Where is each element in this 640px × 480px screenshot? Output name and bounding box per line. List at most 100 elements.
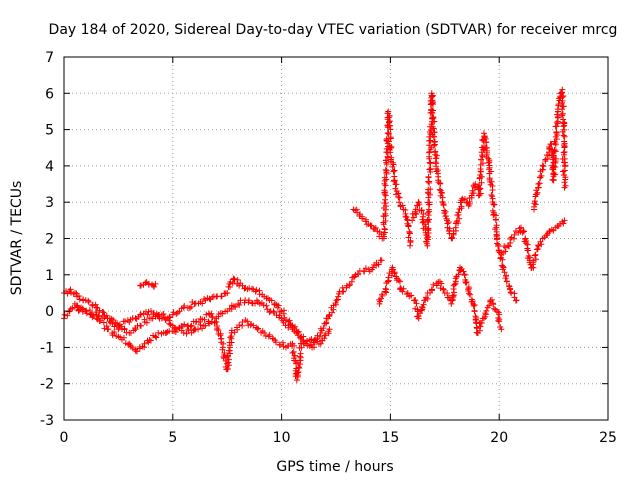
data-point [294,329,301,336]
data-point [455,271,462,278]
data-point [429,97,436,104]
data-point [554,114,561,121]
data-point [424,209,431,216]
data-point [448,300,455,307]
data-point [320,325,327,332]
data-point [405,234,412,241]
chart-title: Day 184 of 2020, Sidereal Day-to-day VTE… [49,22,618,38]
data-point [524,247,531,254]
data-point [429,101,436,108]
data-point [132,315,139,322]
data-point [460,268,467,275]
data-point [85,298,92,305]
data-point [311,337,318,344]
data-point [100,319,107,326]
data-point [449,292,456,299]
data-point [255,325,262,332]
data-point [406,242,413,249]
data-point [505,282,512,289]
data-point [536,180,543,187]
data-point [496,318,503,325]
data-point [145,308,152,315]
data-point [429,118,436,125]
data-point [471,308,478,315]
x-tick-label: 5 [168,430,177,446]
data-point [425,233,432,240]
data-point [390,168,397,175]
data-point [219,346,226,353]
data-point [549,165,556,172]
data-point [293,377,300,384]
data-point [176,308,183,315]
data-point [89,302,96,309]
data-point [297,334,304,341]
data-point [225,356,232,363]
data-point [316,333,323,340]
data-point [382,218,389,225]
data-point [428,92,435,99]
data-point [363,216,369,223]
data-point [535,181,542,188]
data-point [550,152,557,159]
data-point [559,97,566,104]
data-point [461,196,468,203]
data-point [511,231,518,238]
data-point [228,306,235,313]
data-point [92,309,99,316]
data-point [395,193,402,200]
data-point [224,290,231,297]
data-point [272,339,279,346]
data-point [381,187,388,194]
data-point [254,326,261,333]
data-point [146,336,153,343]
data-point [201,316,208,323]
data-point [554,111,561,118]
data-point [516,225,523,232]
y-tick-label: 5 [45,123,54,139]
data-point [376,298,383,305]
data-point [256,291,263,298]
data-point [445,219,452,226]
data-point [93,304,100,311]
data-point [92,301,99,308]
data-point [419,304,426,311]
data-point [354,271,361,278]
data-point [493,240,500,247]
data-point [420,301,427,308]
data-point [286,317,293,324]
data-point [224,365,231,372]
data-point [378,295,385,302]
data-point [501,269,508,276]
data-point [446,294,453,301]
data-point [488,296,495,303]
data-point [144,311,151,318]
data-point [430,133,437,140]
data-point [413,300,420,307]
data-point [153,334,160,341]
data-point [550,159,557,166]
data-point [552,123,559,130]
x-tick-label: 25 [599,430,617,446]
data-point [440,286,447,293]
data-point [430,107,437,114]
y-tick-label: 2 [45,232,54,248]
data-point [485,159,492,166]
data-point [537,238,544,245]
data-point [418,207,425,214]
data-point [520,228,527,235]
data-point [466,290,473,297]
data-point [458,203,465,210]
data-point [328,309,335,316]
data-point [79,308,86,315]
data-point [235,300,242,307]
data-point [393,181,400,188]
data-point [532,251,539,258]
data-point [266,309,273,316]
data-point [260,302,267,309]
data-point [155,329,162,336]
data-point [405,223,412,230]
data-point [152,280,159,287]
data-point [389,163,396,170]
data-point [472,184,479,191]
